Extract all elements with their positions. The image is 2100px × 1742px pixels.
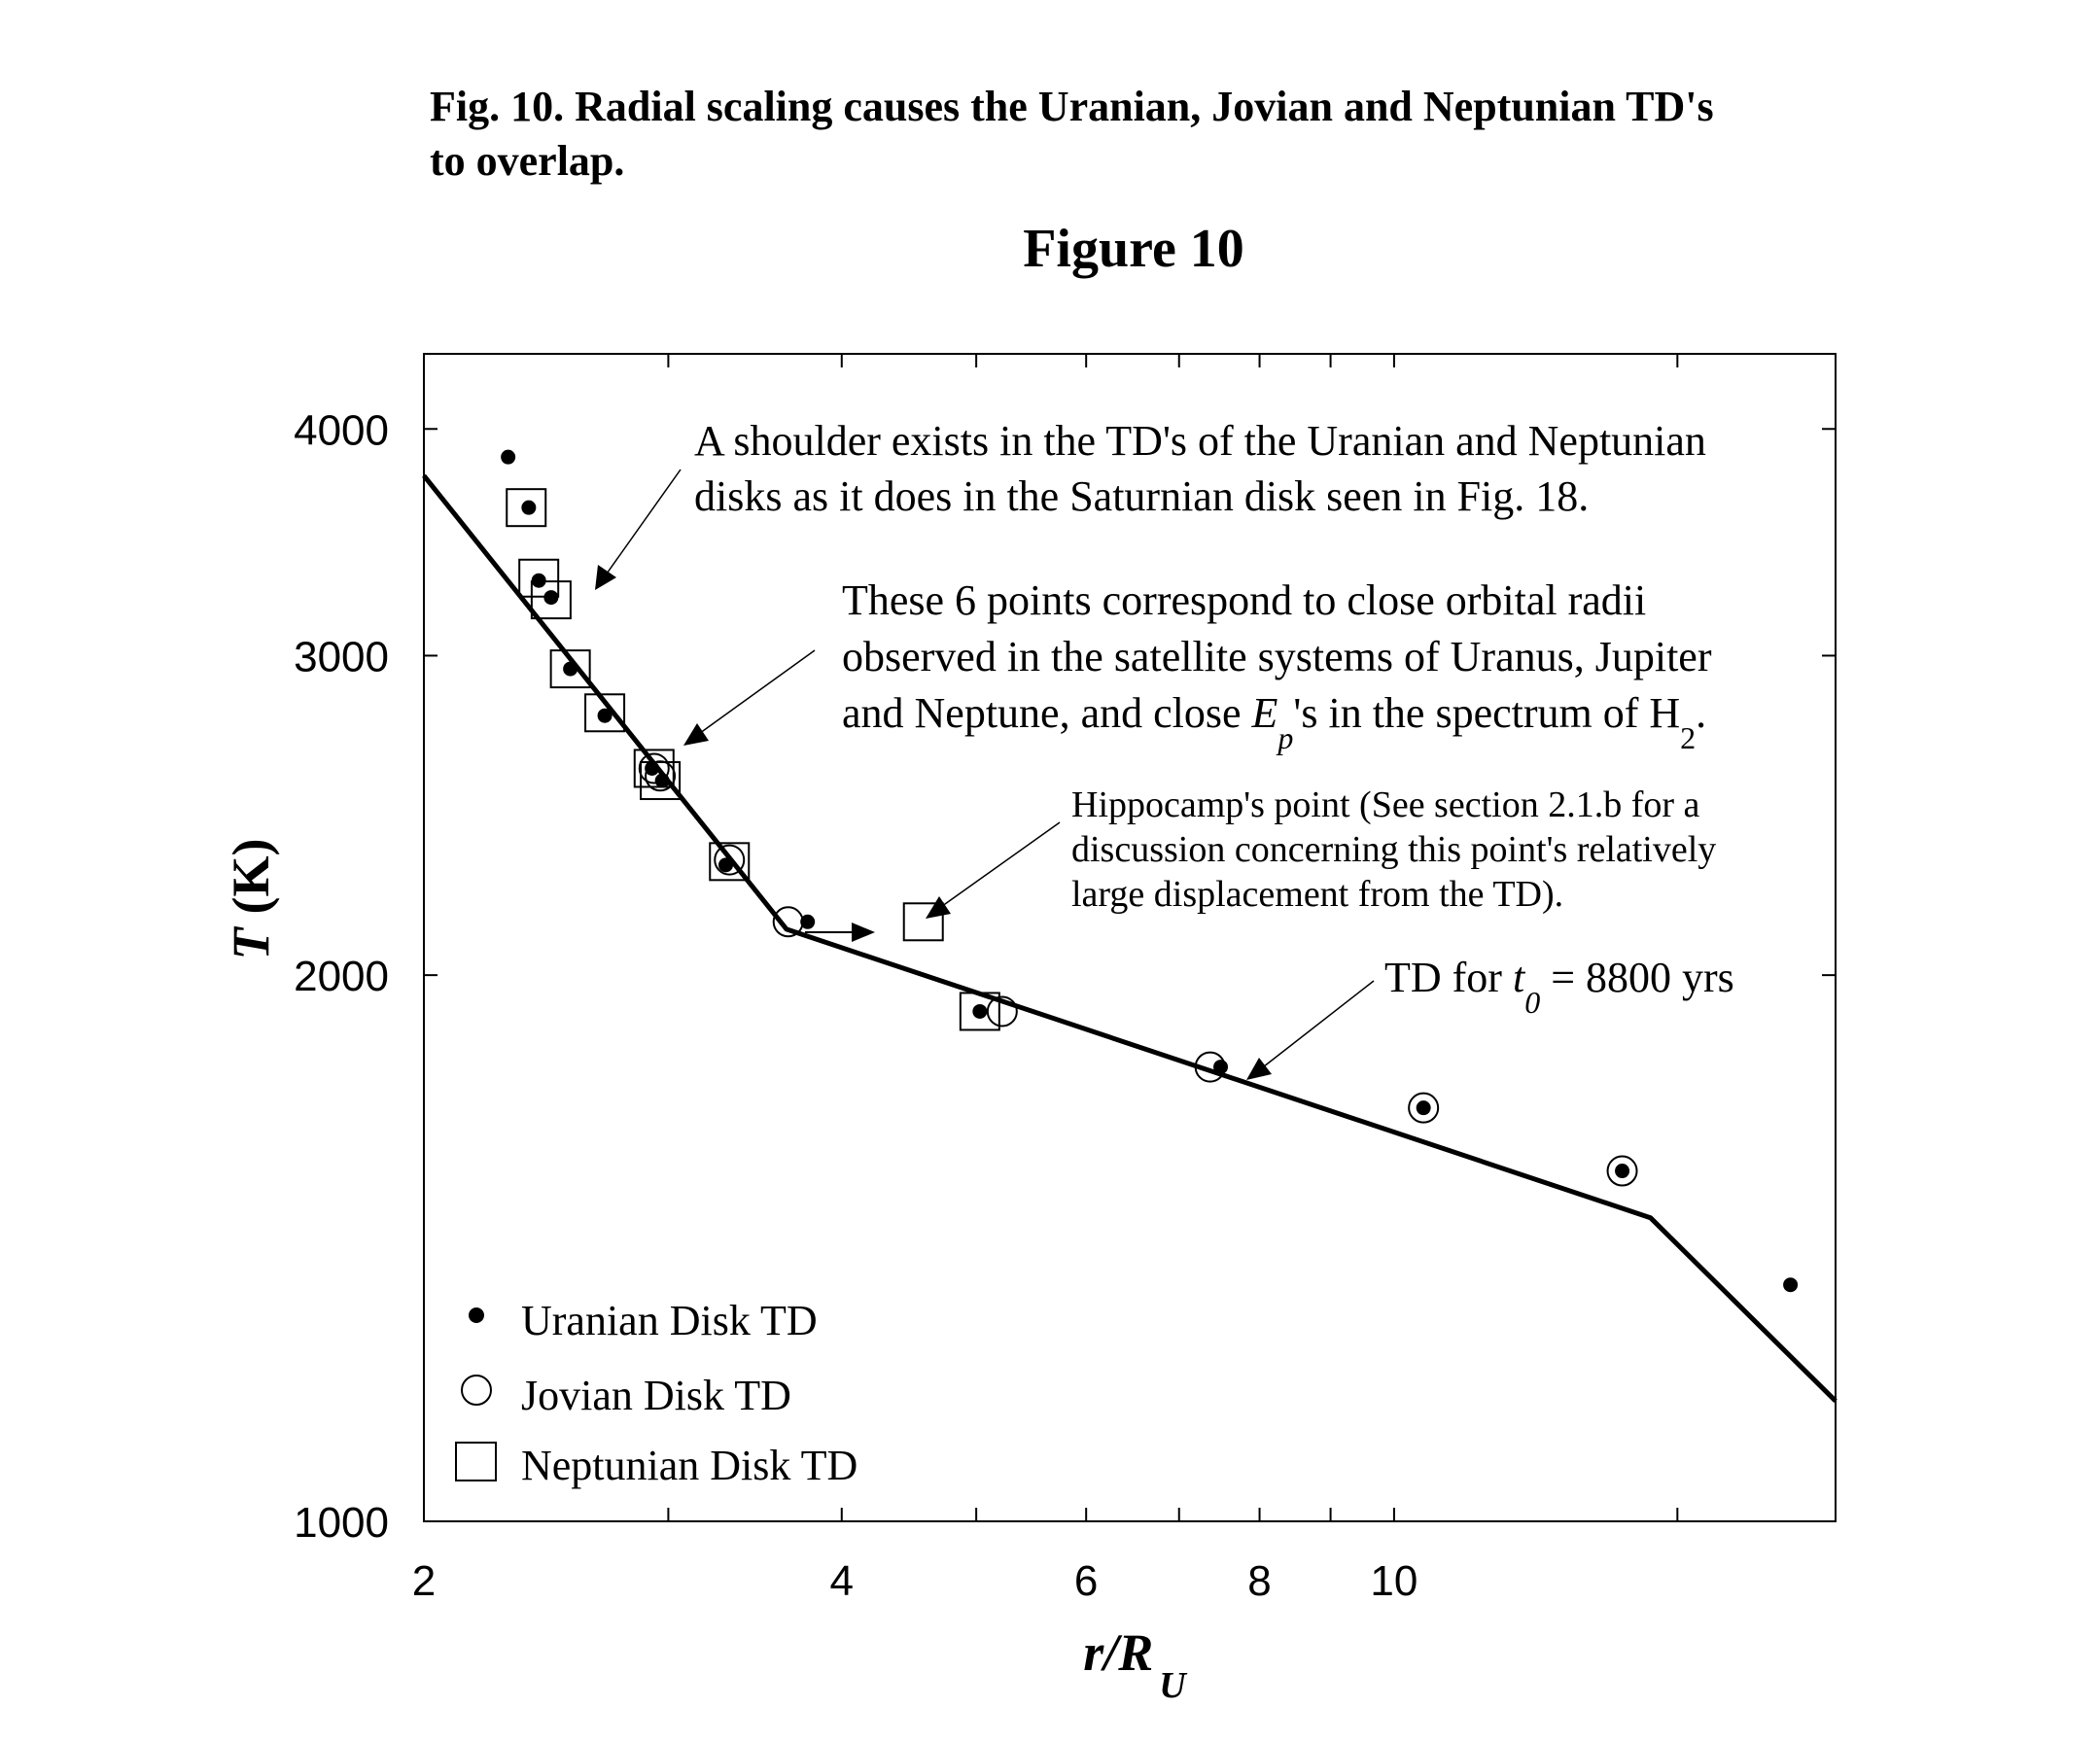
annotation-six-points-arrow-line: [695, 649, 816, 737]
uranian-point: [563, 661, 578, 677]
annotation-shoulder-arrowhead: [595, 565, 616, 590]
uranian-point: [521, 500, 537, 515]
uranian-point: [972, 1003, 988, 1019]
hippocamp-shift-arrowhead: [852, 923, 875, 942]
annotation-hippocamp-line3: large displacement from the TD).: [1071, 874, 1563, 915]
jovian-point: [645, 760, 677, 792]
x-axis-label-main: r/R: [1083, 1623, 1153, 1682]
neptunian-point: [902, 902, 944, 942]
td-line-label-sub: 0: [1524, 985, 1540, 1020]
legend-marker-uranian: [469, 1307, 484, 1323]
annotation-six-points-line2: observed in the satellite systems of Ura…: [842, 633, 1712, 680]
annotation-hippocamp-arrowhead: [926, 896, 951, 919]
annotation-six-points-line3: and Neptune, and close Ep's in the spect…: [842, 689, 1706, 755]
data-markers: [501, 449, 1799, 1293]
uranian-point: [1615, 1164, 1630, 1179]
x-tick-label: 8: [1247, 1557, 1271, 1605]
x-axis-label: r/R U: [1083, 1623, 1188, 1706]
axis-ticks: [423, 354, 1836, 1522]
neptunian-point: [530, 580, 572, 620]
uranian-point: [800, 914, 816, 929]
figure-caption-line2: to overlap.: [430, 137, 624, 185]
annotation-hippocamp-arrow-line: [937, 821, 1061, 910]
neptunian-point: [518, 558, 560, 598]
y-tick-label: 4000: [294, 406, 389, 454]
annotation-hippocamp-line2: discussion concerning this point's relat…: [1071, 829, 1716, 870]
annotation-six-points-mid: 's in the spectrum of H: [1293, 689, 1680, 737]
annotation-six-points-var: E: [1251, 689, 1278, 737]
uranian-point: [543, 590, 559, 606]
td-line-label-var: t: [1513, 954, 1526, 1001]
y-axis-label: T (K): [222, 839, 280, 960]
neptunian-point: [584, 693, 626, 733]
x-tick-label: 4: [830, 1557, 854, 1605]
x-axis-label-sub: U: [1159, 1665, 1188, 1706]
uranian-point: [654, 773, 670, 788]
annotation-shoulder-arrow-line: [599, 469, 682, 584]
annotation-shoulder-line2: disks as it does in the Saturnian disk s…: [694, 472, 1589, 520]
annotation-six-points-var-sub: p: [1276, 720, 1293, 755]
uranian-point: [718, 857, 733, 873]
td-label-arrow-line: [1258, 980, 1375, 1071]
y-tick-label: 3000: [294, 633, 389, 680]
annotation-six-points-arrowhead: [683, 723, 709, 746]
annotation-six-points-end: .: [1696, 689, 1706, 737]
figure-caption-line1: Fig. 10. Radial scaling causes the Urani…: [430, 83, 1714, 130]
uranian-point: [1213, 1060, 1229, 1075]
td-label-arrowhead: [1246, 1058, 1272, 1080]
td-line-label-post: = 8800 yrs: [1540, 954, 1734, 1001]
uranian-point: [597, 708, 612, 723]
neptunian-point: [709, 842, 751, 882]
jovian-point: [638, 752, 670, 784]
neptunian-point: [506, 488, 547, 528]
x-tick-label: 2: [412, 1557, 436, 1605]
y-axis-label-unit: (K): [222, 839, 280, 915]
annotation-hippocamp-line1: Hippocamp's point (See section 2.1.b for…: [1071, 784, 1700, 825]
x-tick-labels: 2 4 6 8 10: [412, 1557, 1418, 1605]
y-tick-labels: 1000 2000 3000 4000: [294, 406, 389, 1547]
x-tick-label: 10: [1370, 1557, 1418, 1605]
plot-frame: [423, 353, 1837, 1522]
legend-marker-neptunian: [455, 1442, 497, 1481]
uranian-point: [1416, 1100, 1431, 1116]
jovian-point: [1606, 1155, 1638, 1187]
legend-label-neptunian: Neptunian Disk TD: [521, 1442, 858, 1489]
td-line-label: TD for t0 = 8800 yrs: [1384, 954, 1734, 1020]
uranian-point: [501, 449, 516, 465]
annotation-shoulder-line1: A shoulder exists in the TD's of the Ura…: [694, 417, 1706, 465]
td-line-label-pre: TD for: [1384, 954, 1513, 1001]
uranian-point: [1783, 1277, 1799, 1293]
y-axis-label-main: T: [222, 925, 280, 959]
neptunian-point: [959, 992, 1000, 1031]
y-tick-label: 1000: [294, 1499, 389, 1547]
neptunian-point: [549, 649, 591, 689]
jovian-point: [714, 844, 746, 876]
legend: Uranian Disk TD Jovian Disk TD Neptunian…: [455, 1297, 858, 1489]
annotation-six-points-line1: These 6 points correspond to close orbit…: [842, 576, 1646, 624]
legend-label-uranian: Uranian Disk TD: [521, 1297, 818, 1344]
legend-label-jovian: Jovian Disk TD: [521, 1372, 791, 1419]
legend-marker-jovian: [461, 1375, 492, 1406]
annotation-six-points-line3-pre: and Neptune, and close: [842, 689, 1252, 737]
uranian-point: [531, 573, 546, 588]
jovian-point: [1408, 1092, 1440, 1124]
jovian-point: [986, 995, 1018, 1028]
y-tick-label: 2000: [294, 953, 389, 1000]
chart-title: Figure 10: [1023, 219, 1244, 279]
x-tick-label: 6: [1074, 1557, 1098, 1605]
uranian-point: [645, 760, 660, 776]
annotation-six-points-h2-sub: 2: [1680, 720, 1696, 755]
